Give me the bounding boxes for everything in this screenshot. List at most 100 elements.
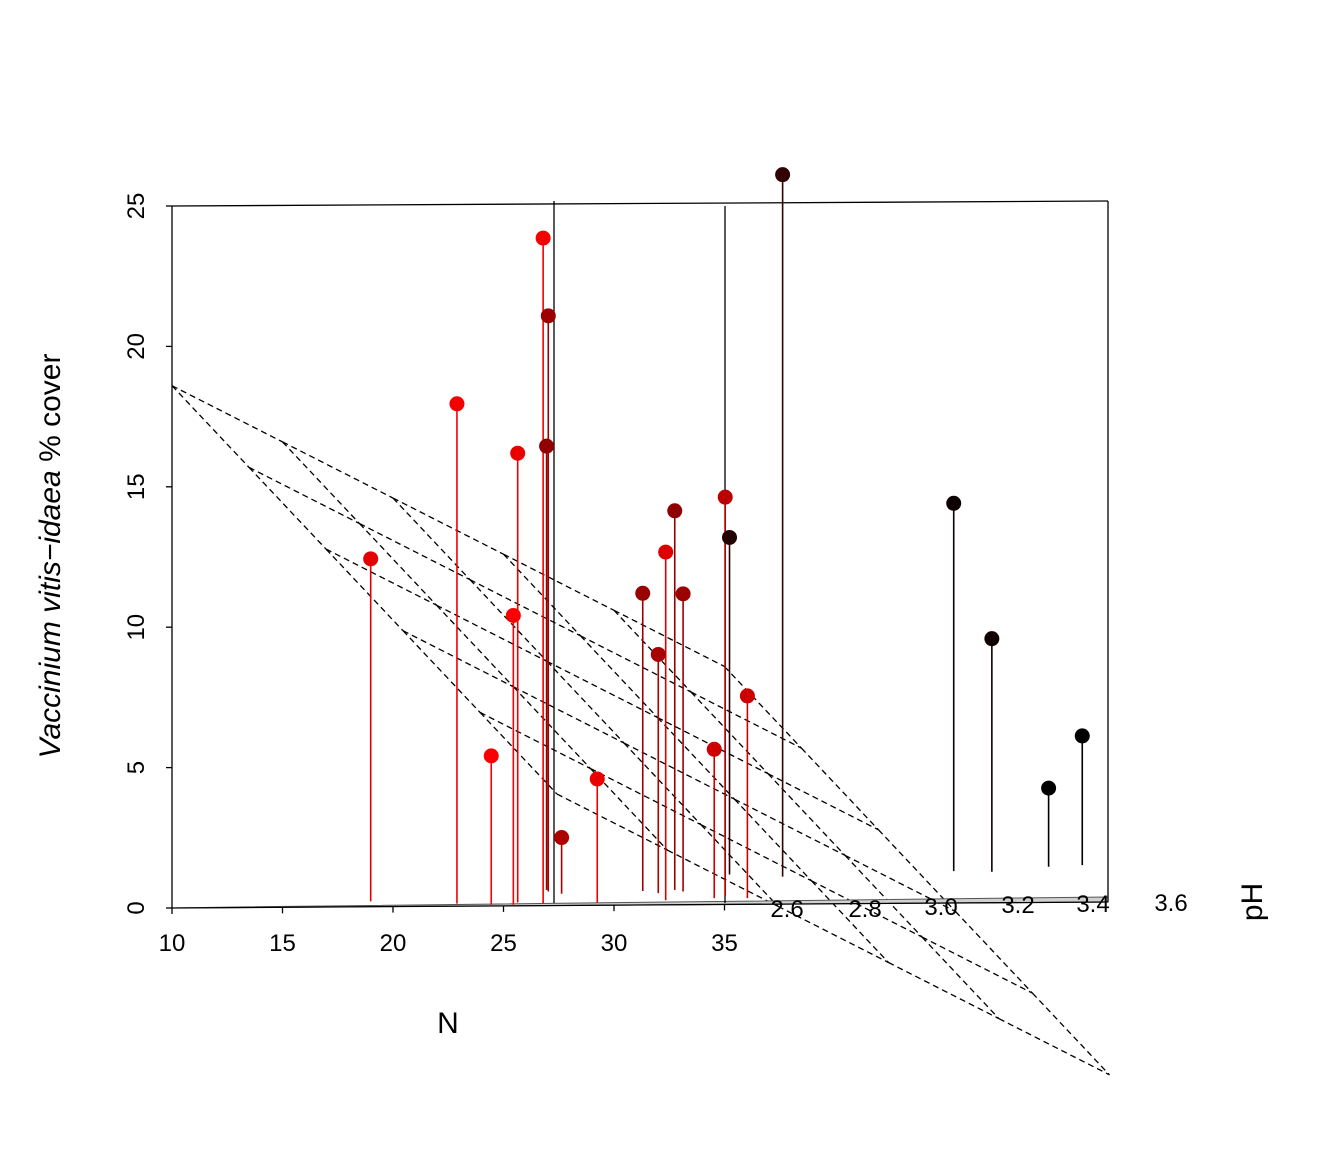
plane-line-ph-2 — [436, 604, 548, 662]
data-point — [449, 396, 465, 412]
plane-line-ph-2 — [325, 548, 437, 606]
plane-line-n-1 — [282, 441, 360, 524]
plane-line-n-1 — [359, 523, 437, 606]
plane-line-n-4 — [767, 773, 846, 856]
plane-line-ph-1 — [248, 466, 360, 525]
data-point — [675, 586, 691, 602]
plane-line-ph-4 — [590, 767, 702, 826]
x-tick-label: 25 — [490, 930, 517, 957]
plane-line-ph-5 — [556, 793, 668, 851]
plane-line-n-4 — [690, 691, 769, 775]
plane-line-ph-0 — [392, 497, 504, 555]
x-axis-line — [171, 901, 1109, 909]
y-axis-title: Vaccinium vitis−idaea % cover — [34, 354, 67, 759]
x-tick-label: 35 — [711, 930, 738, 957]
data-point — [946, 495, 962, 511]
data-point — [739, 688, 755, 704]
plane-line-n-0 — [171, 385, 250, 468]
plane-line-ph-1 — [469, 579, 581, 637]
plane-line-n-5 — [1032, 992, 1110, 1076]
plane-line-ph-5 — [667, 849, 779, 907]
data-point — [706, 741, 722, 757]
plane-line-n-2 — [546, 660, 625, 744]
y-axis-title-species: Vaccinium vitis−idaea — [34, 470, 67, 758]
z-tick-label: 2.8 — [848, 896, 881, 923]
plane-line-ph-1 — [359, 522, 471, 581]
y-tick-label: 20 — [123, 333, 150, 360]
y-axis-title-unit: % cover — [34, 354, 67, 471]
plane-line-n-0 — [325, 548, 404, 632]
data-point — [535, 230, 551, 246]
z-tick-label: 2.6 — [770, 896, 803, 923]
y-tick-label: 5 — [123, 761, 150, 774]
plane-line-ph-0 — [171, 385, 283, 443]
data-point — [483, 748, 499, 764]
data-point — [650, 646, 666, 662]
plane-line-n-3 — [503, 553, 581, 637]
x-tick-label: 30 — [601, 930, 628, 957]
plane-line-ph-0 — [503, 553, 615, 611]
data-points — [363, 167, 1090, 846]
data-point — [1074, 728, 1090, 744]
plane-line-ph-4 — [700, 824, 812, 882]
plane-line-n-3 — [580, 635, 658, 718]
data-point — [775, 167, 791, 183]
z-tick-label: 3.2 — [1001, 892, 1034, 919]
plane-line-n-0 — [402, 630, 481, 713]
plane-line-ph-3 — [734, 798, 846, 856]
plane-line-n-1 — [590, 768, 668, 851]
y-tick-label: 15 — [123, 473, 150, 500]
x-tick-label: 20 — [380, 930, 407, 957]
z-tick-label: 3.4 — [1076, 891, 1109, 918]
plane-line-n-0 — [479, 711, 558, 795]
x-axis-title: N — [437, 1007, 459, 1040]
data-point — [984, 631, 1000, 647]
plane-line-ph-0 — [613, 609, 725, 668]
regression-plane — [171, 385, 1110, 1076]
box-top-edge — [171, 200, 1109, 207]
plane-line-ph-5 — [998, 1018, 1110, 1076]
data-point — [540, 308, 556, 324]
data-point — [635, 585, 651, 601]
plane-line-n-1 — [513, 686, 591, 769]
x-tick-label: 10 — [159, 930, 186, 957]
point-stems — [369, 174, 1084, 905]
plane-line-n-2 — [700, 824, 779, 907]
plane-line-n-5 — [878, 829, 956, 912]
z-tick-label: 3.6 — [1154, 890, 1187, 917]
plane-line-n-4 — [613, 609, 692, 693]
y-tick-label: 0 — [123, 901, 150, 914]
data-point — [722, 529, 738, 545]
x-tick-label: 15 — [269, 930, 296, 957]
plane-line-n-4 — [844, 854, 923, 938]
y-tick-label: 25 — [123, 193, 150, 220]
data-point — [658, 544, 674, 560]
plane-line-ph-0 — [282, 441, 394, 499]
y-tick-label: 10 — [123, 614, 150, 641]
plane-line-n-3 — [734, 798, 812, 882]
data-point — [667, 503, 683, 519]
plane-line-ph-5 — [888, 961, 1000, 1020]
plane-line-ph-5 — [777, 905, 889, 964]
plane-line-ph-4 — [921, 936, 1033, 994]
plane-line-n-3 — [657, 717, 735, 800]
plane-line-ph-3 — [513, 686, 625, 744]
z-axis-title: pH — [1236, 883, 1269, 921]
data-point — [1041, 780, 1057, 796]
data-point — [505, 607, 521, 623]
data-point — [510, 445, 526, 461]
plane-line-n-3 — [811, 880, 889, 963]
plane-line-n-5 — [724, 666, 802, 749]
plane-line-n-4 — [921, 936, 1000, 1020]
data-point — [363, 551, 379, 567]
z-tick-label: 3.0 — [924, 894, 957, 921]
plane-line-n-2 — [469, 579, 548, 662]
axis-ticks: 0 5 10 15 20 25 10 15 20 25 30 35 2.6 2.8 3.0 3.2 3.4 3.6 — [123, 193, 1188, 957]
plane-line-n-1 — [436, 604, 514, 688]
plane-line-ph-1 — [580, 635, 692, 693]
plot-box — [171, 200, 1109, 909]
plane-line-ph-4 — [479, 711, 591, 770]
plane-line-n-2 — [392, 497, 471, 581]
data-point — [717, 489, 733, 505]
